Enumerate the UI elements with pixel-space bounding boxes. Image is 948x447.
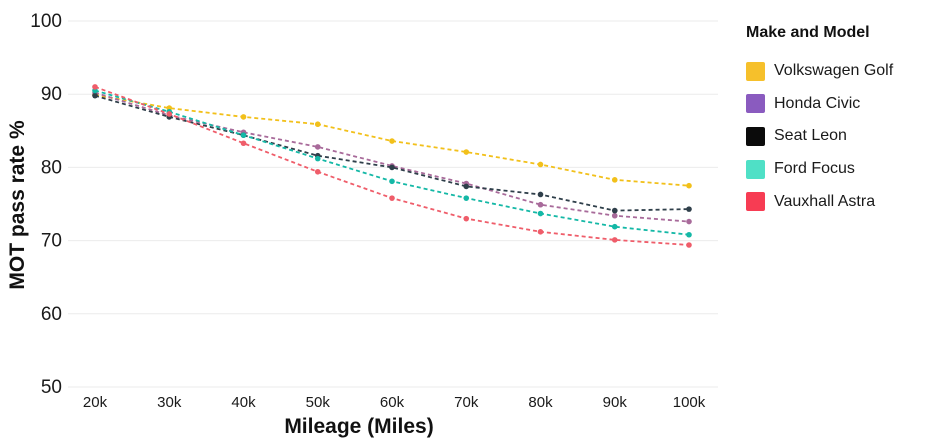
data-point-volkswagen-golf (240, 114, 247, 120)
x-tick-label: 60k (380, 394, 405, 411)
series-layer (92, 84, 692, 248)
x-tick-label: 20k (83, 394, 108, 411)
data-point-volkswagen-golf (314, 121, 321, 128)
legend-item-volkswagen-golf: Volkswagen Golf (746, 55, 936, 88)
legend-swatch (746, 159, 765, 179)
data-point-volkswagen-golf (389, 138, 395, 144)
data-point-vauxhall-astra (686, 242, 692, 248)
grid-lines (68, 20, 718, 388)
x-tick-label: 90k (603, 394, 628, 411)
data-point-volkswagen-golf (463, 149, 470, 155)
y-tick-label: 70 (41, 231, 62, 252)
data-point-volkswagen-golf (537, 161, 544, 168)
legend-items: Volkswagen Golf Honda Civic Seat Leon Ford … (746, 55, 936, 218)
series-volkswagen-golf (92, 92, 692, 189)
y-axis-ticks: 50 60 70 80 90 100 (30, 11, 62, 398)
data-point-vauxhall-astra (314, 168, 321, 175)
legend-swatch (746, 126, 765, 146)
series-vauxhall-astra (92, 84, 692, 248)
series-line-volkswagen-golf (94, 94, 690, 187)
data-point-honda-civic (537, 201, 544, 208)
data-point-volkswagen-golf (611, 177, 618, 183)
legend-item-honda-civic: Honda Civic (746, 88, 936, 121)
data-point-seat-leon (537, 191, 544, 198)
x-tick-label: 70k (454, 394, 479, 411)
y-axis-title: MOT pass rate % (6, 120, 29, 290)
data-point-ford-focus (314, 155, 321, 162)
legend: Make and Model Volkswagen Golf Honda Civi… (746, 24, 936, 218)
data-point-ford-focus (389, 178, 395, 185)
data-point-vauxhall-astra (611, 237, 618, 243)
legend-item-vauxhall-astra: Vauxhall Astra (746, 185, 936, 218)
legend-item-seat-leon: Seat Leon (746, 120, 936, 153)
data-point-vauxhall-astra (389, 195, 395, 201)
y-tick-label: 100 (30, 11, 62, 32)
y-tick-label: 60 (41, 304, 62, 325)
legend-label: Ford Focus (774, 160, 855, 178)
data-point-ford-focus (686, 231, 692, 238)
legend-title: Make and Model (746, 24, 870, 41)
data-point-ford-focus (463, 195, 470, 201)
y-tick-label: 50 (41, 377, 62, 398)
series-honda-civic (92, 89, 692, 225)
legend-swatch (746, 192, 765, 212)
x-tick-label: 30k (157, 394, 182, 411)
x-tick-label: 50k (306, 394, 331, 411)
data-point-honda-civic (314, 144, 321, 150)
data-point-seat-leon (611, 207, 618, 214)
series-seat-leon (92, 92, 692, 214)
data-point-honda-civic (686, 218, 692, 225)
legend-label: Volkswagen Golf (774, 62, 894, 80)
data-point-vauxhall-astra (166, 111, 173, 117)
x-tick-label: 40k (231, 394, 256, 411)
data-point-vauxhall-astra (240, 140, 247, 147)
legend-swatch (746, 94, 765, 114)
legend-label: Seat Leon (774, 127, 847, 145)
y-tick-label: 90 (41, 84, 62, 105)
legend-label: Vauxhall Astra (774, 192, 876, 210)
data-point-ford-focus (240, 132, 247, 138)
data-point-seat-leon (389, 164, 395, 171)
series-ford-focus (92, 87, 692, 238)
legend-swatch (746, 61, 765, 81)
data-point-vauxhall-astra (537, 229, 544, 235)
data-point-ford-focus (537, 210, 544, 217)
data-point-vauxhall-astra (92, 84, 98, 90)
data-point-vauxhall-astra (463, 215, 470, 222)
legend-label: Honda Civic (774, 94, 861, 112)
y-tick-label: 80 (41, 157, 62, 178)
x-tick-label: 100k (673, 394, 706, 411)
data-point-ford-focus (611, 223, 618, 230)
data-point-seat-leon (463, 183, 470, 190)
legend-item-ford-focus: Ford Focus (746, 153, 936, 186)
x-axis-title: Mileage (Miles) (284, 415, 433, 438)
data-point-honda-civic (611, 212, 618, 219)
series-line-honda-civic (94, 91, 690, 223)
data-point-seat-leon (686, 206, 692, 212)
data-point-volkswagen-golf (686, 182, 692, 189)
series-line-seat-leon (94, 94, 690, 212)
data-point-seat-leon (92, 92, 98, 99)
x-tick-label: 80k (528, 394, 553, 411)
x-axis-ticks: 20k 30k 40k 50k 60k 70k 80k 90k 100k (83, 394, 706, 411)
